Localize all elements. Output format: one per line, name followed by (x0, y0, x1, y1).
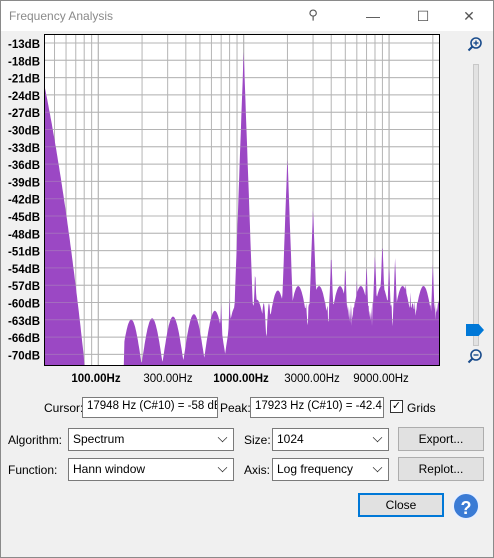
chevron-down-icon (217, 432, 228, 443)
window-title: Frequency Analysis (9, 9, 114, 23)
size-value: 1024 (277, 432, 304, 446)
y-axis-labels: -13dB -18dB -21dB -24dB -27dB -30dB -33dB -36dB… (8, 39, 40, 362)
y-tick-label: -51dB (8, 247, 40, 259)
y-tick-label: -33dB (8, 143, 40, 155)
x-tick-label: 3000.00Hz (284, 373, 340, 385)
help-icon[interactable]: ? (452, 492, 480, 520)
chevron-down-icon (372, 462, 383, 473)
chevron-down-icon (217, 462, 228, 473)
y-tick-label: -54dB (8, 264, 40, 276)
title-bar[interactable]: Frequency Analysis ⚲ — ☐ ✕ (1, 1, 493, 31)
grids-label: Grids (407, 401, 436, 415)
y-tick-label: -18dB (8, 56, 40, 68)
size-select[interactable]: 1024 (272, 428, 389, 451)
cursor-label: Cursor: (44, 401, 84, 415)
x-tick-label: 9000.00Hz (353, 373, 409, 385)
y-tick-label: -39dB (8, 177, 40, 189)
y-tick-label: -21dB (8, 74, 40, 86)
peak-label: Peak: (220, 401, 251, 415)
replot-button[interactable]: Replot... (398, 457, 484, 481)
y-tick-label: -45dB (8, 212, 40, 224)
function-label: Function: (8, 463, 58, 477)
y-tick-label: -57dB (8, 281, 40, 293)
pin-icon[interactable]: ⚲ (308, 7, 318, 22)
zoom-slider-track[interactable] (473, 64, 479, 346)
spectrum-fill (45, 51, 439, 365)
zoom-in-icon[interactable] (467, 36, 483, 52)
zoom-slider-thumb[interactable] (466, 324, 484, 336)
cursor-readout: 17948 Hz (C#10) = -58 dB (82, 397, 218, 418)
chevron-down-icon (372, 432, 383, 443)
close-window-button[interactable]: ✕ (463, 8, 475, 24)
y-tick-label: -24dB (8, 91, 40, 103)
y-tick-label: -27dB (8, 108, 40, 120)
y-tick-label: -30dB (8, 126, 40, 138)
y-tick-label: -70dB (8, 350, 40, 362)
axis-value: Log frequency (277, 462, 354, 476)
minimize-button[interactable]: — (366, 8, 380, 24)
algorithm-value: Spectrum (73, 432, 125, 446)
grids-checkbox[interactable]: ✓ (390, 400, 403, 413)
zoom-out-icon[interactable] (467, 348, 483, 364)
maximize-button[interactable]: ☐ (416, 8, 430, 24)
spectrum-canvas[interactable] (45, 35, 439, 365)
algorithm-label: Algorithm: (8, 433, 63, 447)
axis-select[interactable]: Log frequency (272, 458, 389, 481)
x-axis-labels: 100.00Hz 300.00Hz 1000.00Hz 3000.00Hz 9000.0… (71, 373, 409, 385)
algorithm-select[interactable]: Spectrum (68, 428, 234, 451)
x-tick-label: 100.00Hz (71, 373, 120, 385)
export-button[interactable]: Export... (398, 427, 484, 451)
y-tick-label: -60dB (8, 299, 40, 311)
x-tick-label: 1000.00Hz (213, 373, 269, 385)
spectrum-plot[interactable] (44, 34, 440, 366)
peak-readout: 17923 Hz (C#10) = -42.4 dB (250, 397, 384, 418)
x-tick-label: 300.00Hz (143, 373, 192, 385)
y-tick-label: -66dB (8, 333, 40, 345)
y-tick-label: -48dB (8, 229, 40, 241)
y-tick-label: -42dB (8, 195, 40, 207)
function-select[interactable]: Hann window (68, 458, 234, 481)
axis-label: Axis: (244, 463, 271, 477)
y-tick-label: -63dB (8, 316, 40, 328)
y-tick-label: -13dB (8, 39, 40, 51)
close-button[interactable]: Close (358, 493, 444, 517)
function-value: Hann window (73, 462, 146, 476)
y-tick-label: -36dB (8, 160, 40, 172)
size-label: Size: (244, 433, 271, 447)
